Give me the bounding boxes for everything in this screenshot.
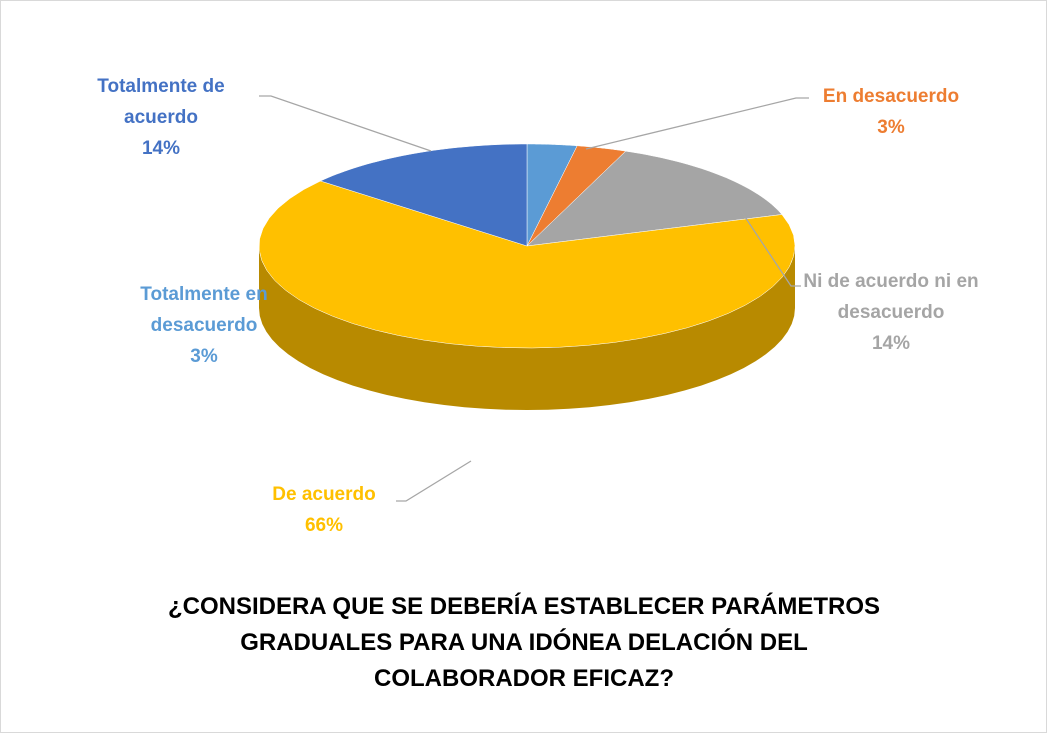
data-label: Totalmente de acuerdo 14% (66, 71, 256, 164)
slice (526, 145, 627, 247)
category-label: En desacuerdo (822, 86, 960, 107)
value-label: 3% (877, 117, 905, 138)
data-label: Totalmente en desacuerdo 3% (109, 279, 299, 372)
value-label: 14% (871, 333, 911, 354)
category-label: Totalmente de acuerdo (97, 76, 225, 128)
value-label: 3% (190, 346, 218, 367)
data-label: De acuerdo 66% (229, 479, 419, 541)
leader-line (396, 460, 472, 502)
data-label: Ni de acuerdo ni en desacuerdo 14% (796, 266, 986, 359)
leader-line (585, 97, 809, 150)
chart-title: ¿CONSIDERA QUE SE DEBERÍA ESTABLECER PAR… (167, 593, 881, 692)
leader-line (740, 210, 801, 287)
slice (319, 143, 528, 247)
value-label: 14% (141, 138, 181, 159)
slice-side (259, 246, 795, 410)
category-label: Totalmente en desacuerdo (140, 284, 268, 336)
leader-line (259, 95, 432, 152)
category-label: Ni de acuerdo ni en desacuerdo (803, 271, 979, 323)
value-label: 66% (304, 515, 344, 536)
category-label: De acuerdo (272, 484, 376, 505)
data-label: En desacuerdo 3% (796, 81, 986, 143)
slice (258, 180, 796, 349)
